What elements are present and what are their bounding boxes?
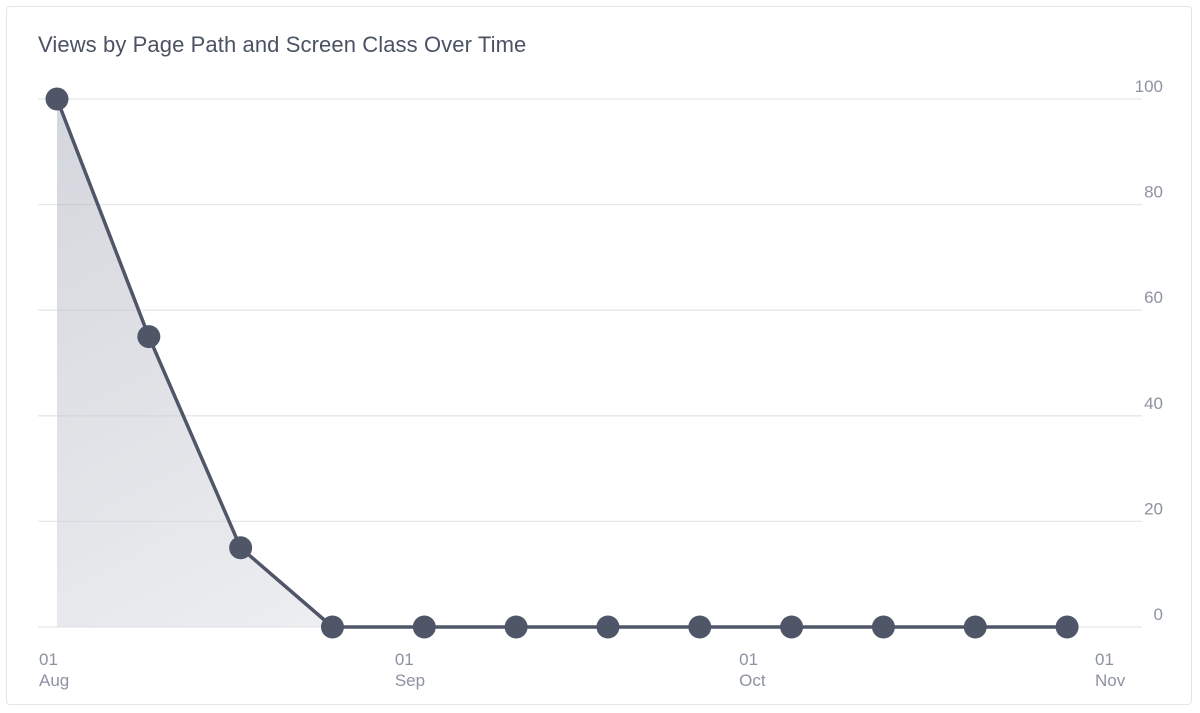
x-tick-month: Oct [739,671,766,690]
area-fill [57,99,1068,627]
data-point[interactable] [688,615,712,639]
y-tick-label: 0 [1154,605,1163,624]
data-point[interactable] [1055,615,1079,639]
y-axis-labels: 0 20 40 60 80 100 [1135,77,1163,624]
x-tick-day: 01 [1095,650,1114,669]
x-tick-day: 01 [395,650,414,669]
y-tick-label: 40 [1144,394,1163,413]
data-point[interactable] [504,615,528,639]
data-point[interactable] [780,615,804,639]
data-point[interactable] [596,615,620,639]
x-axis-labels: 01 Aug 01 Sep 01 Oct 01 Nov [39,650,1126,690]
data-point[interactable] [137,325,161,349]
data-point[interactable] [412,615,436,639]
data-point[interactable] [871,615,895,639]
x-tick-month: Aug [39,671,69,690]
y-tick-label: 20 [1144,499,1163,518]
x-tick-day: 01 [739,650,758,669]
series-area [57,99,1068,627]
chart-title: Views by Page Path and Screen Class Over… [38,32,527,57]
y-tick-label: 100 [1135,77,1163,96]
data-point[interactable] [963,615,987,639]
series-lines [55,97,1069,629]
y-tick-label: 60 [1144,288,1163,307]
data-point[interactable] [320,615,344,639]
data-point[interactable] [229,536,253,560]
data-point[interactable] [45,87,69,111]
y-tick-label: 80 [1144,183,1163,202]
data-points [45,87,1079,639]
x-tick-month: Sep [395,671,425,690]
series-line [55,97,1069,629]
x-tick-month: Nov [1095,671,1126,690]
x-tick-day: 01 [39,650,58,669]
